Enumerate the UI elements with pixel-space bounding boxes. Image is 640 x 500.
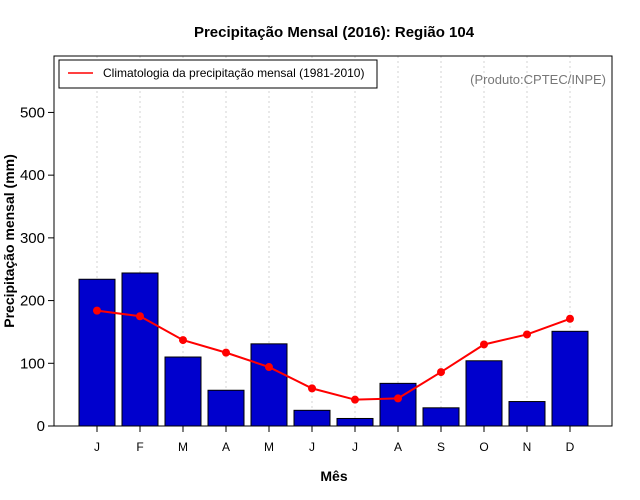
- x-tick-label-5: M: [264, 440, 274, 454]
- x-tick-label-8: A: [394, 440, 402, 454]
- x-tick-label-7: J: [352, 440, 358, 454]
- climatology-point-2: [136, 312, 144, 321]
- bar-3: [164, 356, 202, 427]
- bar-4: [207, 389, 245, 427]
- climatology-point-4: [222, 348, 230, 357]
- climatology-point-8: [394, 394, 402, 403]
- x-tick-label-4: A: [222, 440, 230, 454]
- bar-1: [78, 278, 116, 427]
- y-axis: 0 100 200 300 400 500: [20, 104, 54, 435]
- climatology-point-11: [523, 330, 531, 339]
- bar-6: [293, 409, 331, 427]
- x-tick-label-2: F: [136, 440, 143, 454]
- legend-entry-climatology: Climatologia da precipitação mensal (198…: [103, 66, 364, 80]
- chart-title: Precipitação Mensal (2016): Região 104: [194, 24, 475, 41]
- y-tick-label-300: 300: [20, 230, 45, 247]
- plot-frame: [53, 55, 613, 427]
- climatology-point-1: [93, 306, 101, 315]
- bar-10: [465, 360, 503, 427]
- climatology-point-3: [179, 336, 187, 345]
- climatology-point-7: [351, 395, 359, 404]
- x-axis-label: Mês: [320, 468, 347, 484]
- bar-7: [336, 417, 374, 427]
- climatology-line: [96, 309, 571, 401]
- x-tick-label-12: D: [566, 440, 575, 454]
- climatology-point-9: [437, 368, 445, 377]
- climatology-point-5: [265, 363, 273, 372]
- x-tick-label-3: M: [178, 440, 188, 454]
- legend: Climatologia da precipitação mensal (198…: [58, 59, 378, 89]
- y-tick-label-0: 0: [37, 418, 45, 435]
- y-axis-label: Precipitação mensal (mm): [1, 154, 17, 328]
- climatology-point-6: [308, 384, 316, 393]
- y-tick-label-400: 400: [20, 167, 45, 184]
- bar-11: [508, 401, 546, 427]
- x-tick-label-9: S: [437, 440, 445, 454]
- climatology-point-10: [480, 340, 488, 349]
- grid-lines: [96, 56, 571, 426]
- bar-9: [422, 407, 460, 427]
- bar-series: [78, 272, 589, 427]
- x-tick-label-1: J: [94, 440, 100, 454]
- y-tick-label-100: 100: [20, 355, 45, 372]
- x-tick-label-10: O: [479, 440, 488, 454]
- x-tick-label-11: N: [523, 440, 532, 454]
- climatology-series: [93, 306, 574, 404]
- bar-2: [121, 272, 159, 427]
- bar-12: [551, 330, 589, 427]
- y-tick-label-500: 500: [20, 104, 45, 121]
- x-tick-label-6: J: [309, 440, 315, 454]
- y-tick-label-200: 200: [20, 293, 45, 310]
- product-annotation: (Produto:CPTEC/INPE): [470, 72, 606, 87]
- legend-box: [58, 59, 378, 89]
- bar-5: [250, 343, 288, 427]
- climatology-point-12: [566, 314, 574, 323]
